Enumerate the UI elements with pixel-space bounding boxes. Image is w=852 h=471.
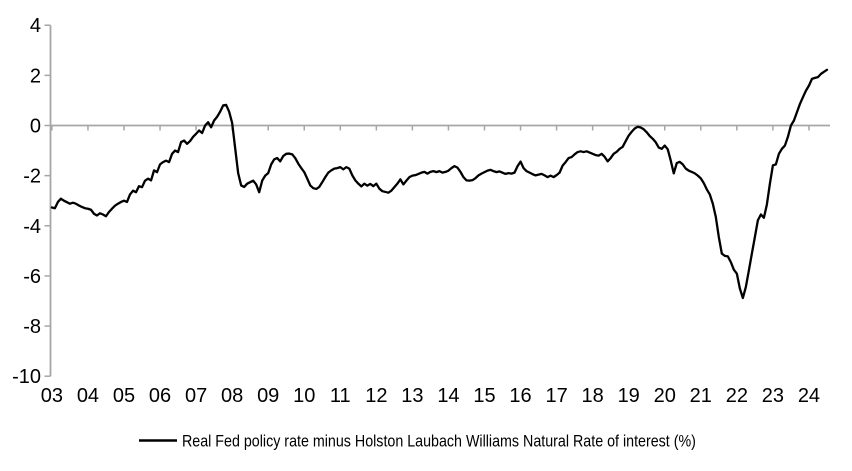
x-axis-label: 10 xyxy=(293,385,315,407)
y-axis-label: 2 xyxy=(30,65,41,87)
x-axis-label: 13 xyxy=(401,385,423,407)
y-axis-label: -6 xyxy=(23,266,41,288)
x-axis-label: 12 xyxy=(365,385,387,407)
x-axis-label: 20 xyxy=(654,385,676,407)
x-axis-label: 07 xyxy=(185,385,207,407)
x-axis-label: 22 xyxy=(726,385,748,407)
legend: Real Fed policy rate minus Holston Lauba… xyxy=(139,432,696,451)
series-line xyxy=(50,68,829,300)
x-axis-label: 21 xyxy=(690,385,712,407)
x-axis-label: 19 xyxy=(618,385,640,407)
y-axis-label: -10 xyxy=(12,366,41,388)
y-axis-label: 0 xyxy=(30,116,41,138)
y-axis-label: -4 xyxy=(23,216,41,238)
x-axis-label: 08 xyxy=(221,385,243,407)
x-axis-label: 16 xyxy=(509,385,531,407)
x-axis-label: 03 xyxy=(41,385,63,407)
x-axis-label: 18 xyxy=(582,385,604,407)
x-axis-label: 14 xyxy=(437,385,459,407)
x-axis-label: 06 xyxy=(149,385,171,407)
x-axis-label: 09 xyxy=(257,385,279,407)
x-axis-label: 24 xyxy=(798,385,820,407)
y-axis-label: 4 xyxy=(30,15,41,37)
x-axis-label: 17 xyxy=(545,385,567,407)
x-axis-label: 05 xyxy=(113,385,135,407)
axes: 03 04 05 06 07 08 09 10 11 12 13 14 15 16 17 18 19 20 21 22… xyxy=(12,15,830,407)
x-axis-label: 11 xyxy=(330,385,351,407)
y-axis-label: -8 xyxy=(23,316,41,338)
legend-label: Real Fed policy rate minus Holston Lauba… xyxy=(182,432,696,450)
y-axis-label: -2 xyxy=(23,166,41,188)
x-axis-label: 23 xyxy=(762,385,784,407)
x-axis-label: 15 xyxy=(473,385,495,407)
x-axis-label: 04 xyxy=(77,385,99,407)
data-line xyxy=(50,68,829,300)
